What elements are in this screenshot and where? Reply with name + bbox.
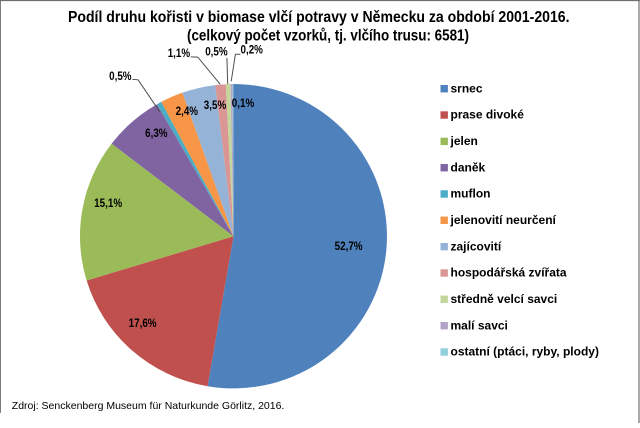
svg-text:Zdroj: Senckenberg Museum für: Zdroj: Senckenberg Museum für Naturkunde…: [12, 400, 285, 412]
svg-text:(celkový počet vzorků, tj. vlč: (celkový počet vzorků, tj. vlčího trusu:…: [187, 27, 469, 44]
svg-text:6,3%: 6,3%: [145, 126, 168, 140]
svg-text:ostatní (ptáci, ryby, plody): ostatní (ptáci, ryby, plody): [451, 345, 599, 359]
svg-text:jelen: jelen: [450, 134, 478, 148]
svg-text:srnec: srnec: [451, 81, 483, 95]
svg-text:52,7%: 52,7%: [335, 239, 363, 253]
svg-text:15,1%: 15,1%: [94, 196, 122, 210]
svg-text:2,4%: 2,4%: [176, 104, 199, 118]
svg-text:0,1%: 0,1%: [232, 96, 255, 110]
svg-text:daněk: daněk: [451, 160, 486, 174]
svg-text:jelenovití neurčení: jelenovití neurčení: [450, 213, 557, 227]
svg-text:malí savci: malí savci: [451, 318, 508, 332]
svg-text:3,5%: 3,5%: [204, 98, 227, 112]
svg-text:1,1%: 1,1%: [168, 46, 191, 60]
svg-text:Podíl druhu kořisti v biomase: Podíl druhu kořisti v biomase vlčí potra…: [68, 9, 570, 26]
svg-text:muflon: muflon: [451, 187, 491, 201]
svg-text:17,6%: 17,6%: [129, 316, 157, 330]
svg-text:0,5%: 0,5%: [109, 69, 132, 83]
svg-text:hospodářská zvířata: hospodářská zvířata: [451, 266, 567, 280]
svg-text:0,2%: 0,2%: [241, 43, 264, 57]
svg-text:středně velcí savci: středně velcí savci: [451, 292, 558, 306]
svg-text:prase divoké: prase divoké: [451, 108, 525, 122]
svg-text:zajícovití: zajícovití: [451, 239, 502, 253]
svg-text:0,5%: 0,5%: [205, 45, 228, 59]
